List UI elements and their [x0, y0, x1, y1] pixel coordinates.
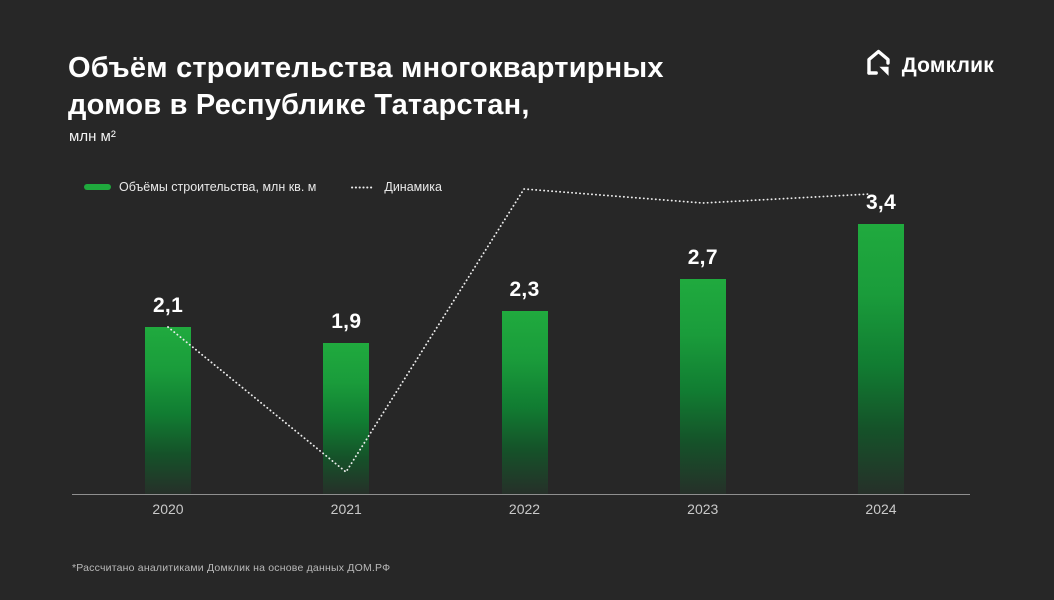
page-title-line1: Объём строительства многоквартирных	[68, 52, 664, 84]
units-subtitle: млн м²	[69, 128, 116, 145]
x-tick-label-2021: 2021	[330, 501, 362, 517]
domclick-house-icon	[861, 46, 895, 85]
bar-2022	[501, 311, 548, 494]
dotted-line-swatch-icon	[350, 178, 376, 196]
bar-value-label-2020: 2,1	[152, 294, 184, 317]
source-footnote: *Рассчитано аналитиками Домклик на основ…	[72, 562, 391, 574]
x-tick-label-2024: 2024	[865, 501, 897, 517]
green-bar-swatch-icon	[84, 184, 111, 190]
chart-legend: Объёмы строительства, млн кв. м Динамика	[84, 178, 442, 196]
bar-value-label-2022: 2,3	[509, 278, 540, 301]
bar-value-label-2023: 2,7	[687, 246, 718, 269]
page-title-line2: домов в Республике Татарстан,	[68, 89, 530, 121]
x-tick-label-2023: 2023	[687, 501, 719, 517]
brand-name: Домклик	[901, 53, 994, 77]
bar-value-label-2024: 3,4	[865, 191, 897, 214]
x-tick-label-2020: 2020	[152, 501, 184, 517]
legend-label-volumes: Объёмы строительства, млн кв. м	[119, 180, 317, 194]
bar-2020	[145, 327, 191, 494]
legend-item-dynamics: Динамика	[350, 178, 442, 196]
x-axis-line	[72, 494, 970, 495]
domclick-logo: Домклик	[861, 46, 994, 85]
bar-2021	[323, 343, 370, 494]
bar-2024	[858, 224, 904, 494]
legend-label-dynamics: Динамика	[384, 180, 442, 194]
page-title: Объём строительства многоквартирных домо…	[68, 50, 664, 124]
bar-2023	[679, 279, 726, 494]
legend-item-volumes: Объёмы строительства, млн кв. м	[84, 180, 316, 194]
x-tick-label-2022: 2022	[508, 501, 541, 517]
bar-value-label-2021: 1,9	[331, 310, 362, 333]
